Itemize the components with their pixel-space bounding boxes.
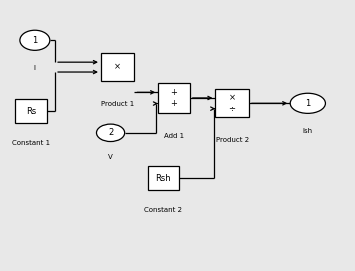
Bar bbox=[16, 99, 47, 123]
Text: Ish: Ish bbox=[303, 128, 313, 134]
Text: Product 2: Product 2 bbox=[215, 137, 248, 143]
Text: Add 1: Add 1 bbox=[164, 133, 184, 139]
Bar bbox=[215, 89, 249, 117]
Text: 1: 1 bbox=[32, 36, 38, 45]
Text: Product 1: Product 1 bbox=[101, 101, 134, 107]
Text: Constant 2: Constant 2 bbox=[144, 207, 182, 212]
Text: Rsh: Rsh bbox=[155, 174, 171, 183]
Bar bbox=[158, 83, 190, 113]
Text: Constant 1: Constant 1 bbox=[12, 140, 50, 146]
Text: 2: 2 bbox=[108, 128, 113, 137]
Ellipse shape bbox=[20, 30, 50, 50]
Ellipse shape bbox=[97, 124, 125, 141]
Text: V: V bbox=[108, 154, 113, 160]
Text: 1: 1 bbox=[305, 99, 310, 108]
Text: ×
÷: × ÷ bbox=[229, 93, 236, 113]
Text: ×: × bbox=[114, 63, 121, 72]
Bar bbox=[101, 53, 134, 81]
Bar bbox=[148, 166, 179, 191]
Ellipse shape bbox=[290, 93, 326, 113]
Text: Rs: Rs bbox=[26, 107, 37, 116]
Text: +
+: + + bbox=[170, 88, 178, 108]
Text: I: I bbox=[34, 65, 36, 71]
